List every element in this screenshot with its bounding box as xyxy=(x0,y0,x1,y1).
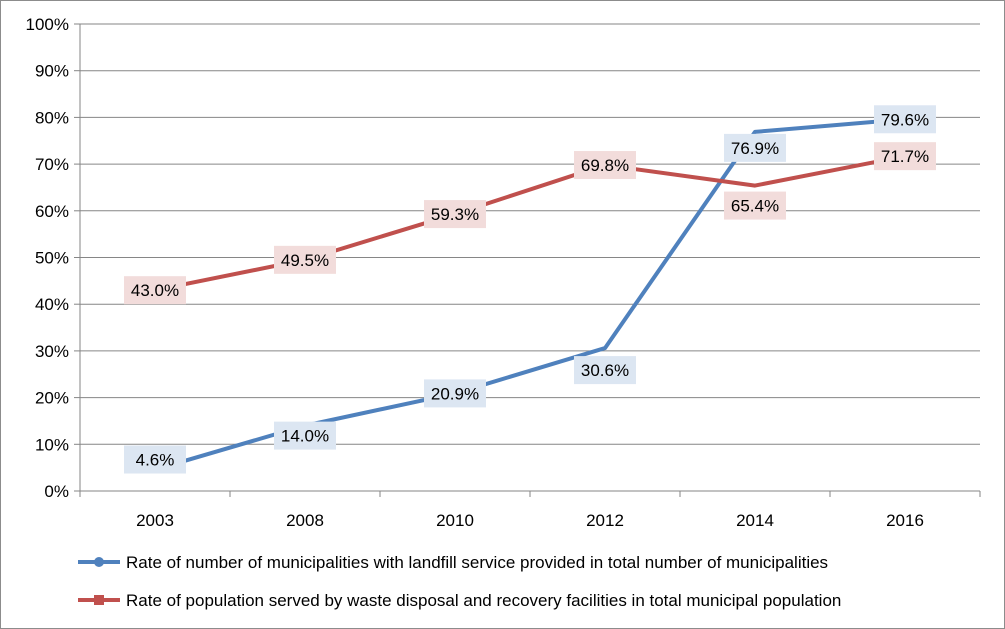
data-label: 79.6% xyxy=(881,110,929,129)
legend-entry-landfill: Rate of number of municipalities with la… xyxy=(78,553,828,572)
data-label-box xyxy=(874,142,936,171)
x-tick-label: 2010 xyxy=(436,511,474,530)
legend-label-landfill: Rate of number of municipalities with la… xyxy=(126,553,828,572)
y-tick-label: 100% xyxy=(26,15,69,34)
x-tick-label: 2003 xyxy=(136,511,174,530)
data-label-box xyxy=(574,356,636,385)
series-line-1 xyxy=(153,154,907,293)
data-label-box xyxy=(424,379,486,408)
y-axis-ticks: 0% 10% 20% 30% 40% 50% 60% 70% 80% 90% 100% xyxy=(26,15,69,501)
axes xyxy=(74,23,981,497)
data-label-box xyxy=(724,133,786,162)
data-label: 69.8% xyxy=(581,156,629,175)
data-label: 14.0% xyxy=(281,427,329,446)
data-label: 76.9% xyxy=(731,139,779,158)
x-axis-ticks: 2003 2008 2010 2012 2014 2016 xyxy=(136,511,924,530)
legend-marker-population xyxy=(94,595,104,605)
data-label-box xyxy=(274,245,336,274)
legend-entry-population: Rate of population served by waste dispo… xyxy=(78,591,841,610)
data-label-box xyxy=(874,105,936,134)
data-labels: 4.6% 14.0% 20.9% 30.6% 76.9% 79.6% 43.0% 49.5% 5… xyxy=(124,105,936,474)
series-lines xyxy=(153,117,907,472)
data-label: 49.5% xyxy=(281,251,329,270)
y-tick-label: 30% xyxy=(35,342,69,361)
y-tick-label: 60% xyxy=(35,202,69,221)
data-label-box xyxy=(124,276,186,305)
x-tick-label: 2014 xyxy=(736,511,774,530)
y-tick-label: 90% xyxy=(35,62,69,81)
y-tick-label: 20% xyxy=(35,389,69,408)
data-label: 59.3% xyxy=(431,205,479,224)
x-tick-label: 2012 xyxy=(586,511,624,530)
y-tick-label: 10% xyxy=(35,435,69,454)
series-line-0 xyxy=(153,117,907,472)
y-tick-label: 70% xyxy=(35,155,69,174)
data-label-box xyxy=(124,445,186,474)
gridlines xyxy=(80,23,980,445)
data-label-box xyxy=(574,151,636,180)
x-tick-label: 2008 xyxy=(286,511,324,530)
data-label-box xyxy=(424,200,486,229)
data-label: 71.7% xyxy=(881,147,929,166)
data-label: 4.6% xyxy=(136,451,175,470)
data-label-box xyxy=(274,421,336,450)
y-tick-label: 40% xyxy=(35,295,69,314)
y-tick-label: 0% xyxy=(44,482,69,501)
x-tick-label: 2016 xyxy=(886,511,924,530)
legend: Rate of number of municipalities with la… xyxy=(78,553,841,610)
y-tick-label: 50% xyxy=(35,249,69,268)
data-label: 20.9% xyxy=(431,384,479,403)
legend-label-population: Rate of population served by waste dispo… xyxy=(126,591,841,610)
legend-marker-landfill xyxy=(94,557,104,567)
y-tick-label: 80% xyxy=(35,108,69,127)
data-label: 43.0% xyxy=(131,281,179,300)
data-label: 30.6% xyxy=(581,361,629,380)
data-label-box xyxy=(724,191,786,220)
data-label: 65.4% xyxy=(731,197,779,216)
